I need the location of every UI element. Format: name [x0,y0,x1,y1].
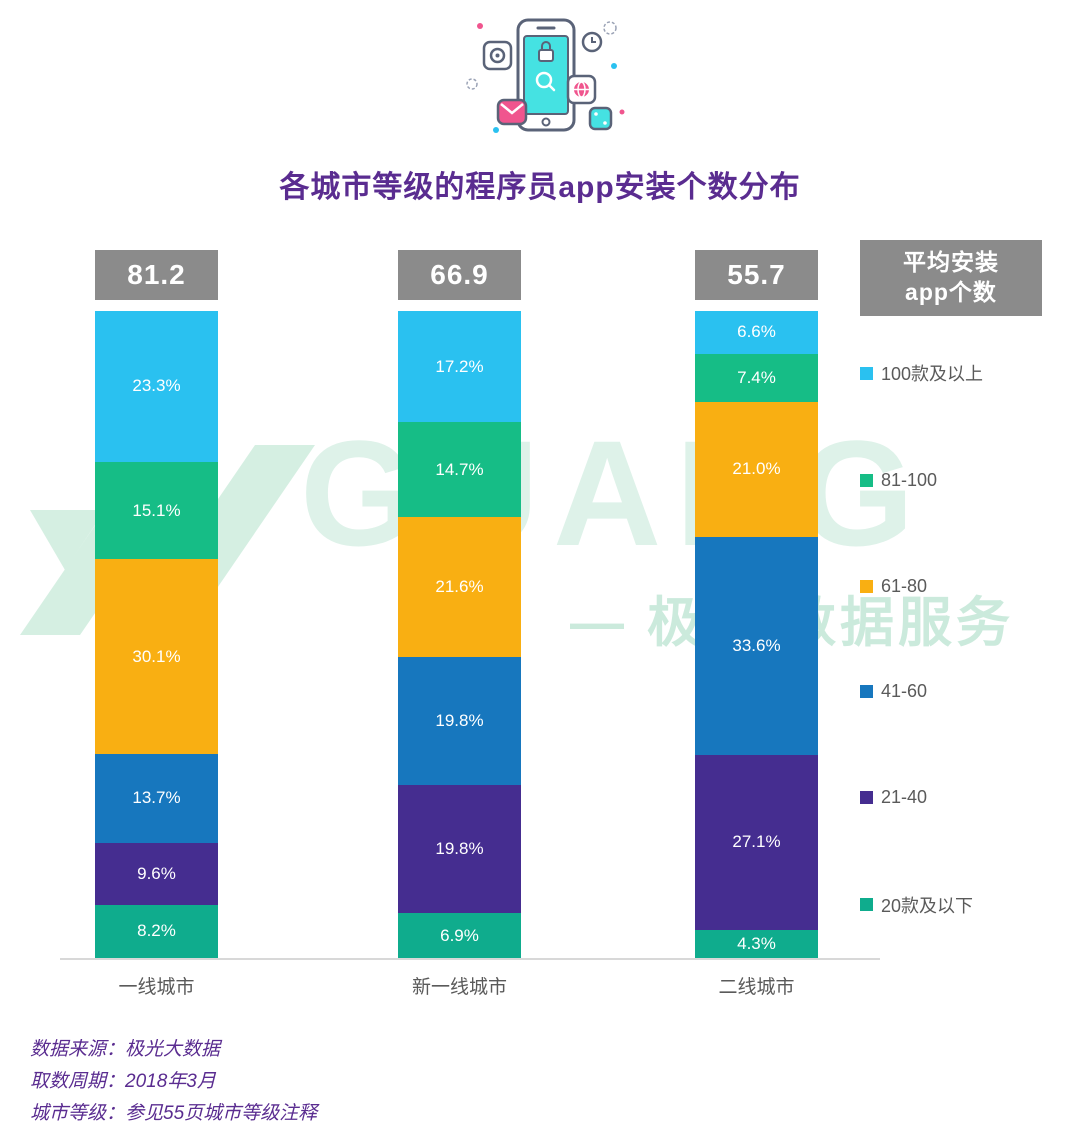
bar-segment-21-40: 19.8% [398,785,521,914]
bar-column-3: 55.7 6.6% 7.4% 21.0% 33.6% 27.1% 4.3% [695,250,818,958]
legend-swatch-icon [860,474,873,488]
legend-swatch-icon [860,898,873,912]
stacked-bar: 23.3% 15.1% 30.1% 13.7% 9.6% 8.2% [95,311,218,958]
legend-items: 100款及以上 81-100 61-80 41-60 21-40 20款及以下 [860,360,1070,918]
legend-item: 81-100 [860,470,1070,491]
footer-city-tier-note: 城市等级：参见55页城市等级注释 [30,1103,318,1124]
legend-item: 61-80 [860,576,1070,597]
bar-column-2: 66.9 17.2% 14.7% 21.6% 19.8% 19.8% 6.9% [398,250,521,958]
legend-label: 20款及以下 [881,895,974,916]
page-title: 各城市等级的程序员app安装个数分布 [279,171,801,204]
footer-data-source: 数据来源：极光大数据 [30,1039,221,1060]
legend-item: 41-60 [860,681,1070,702]
legend-label: 81-100 [881,470,938,491]
average-value-box: 81.2 [95,250,218,300]
legend: 平均安装 app个数 100款及以上 81-100 61-80 41-60 21-40 2… [860,240,1070,918]
footer-data-period: 取数周期：2018年3月 [30,1071,216,1092]
bar-segment-100款及以上: 17.2% [398,311,521,423]
average-value-box: 66.9 [398,250,521,300]
chart-area: 81.2 23.3% 15.1% 30.1% 13.7% 9.6% 8.2% 66.9 17.2… [60,250,880,1010]
legend-label: 41-60 [881,681,928,702]
bar-segment-61-80: 30.1% [95,559,218,755]
legend-label: 61-80 [881,575,928,596]
footer-notes: 数据来源：极光大数据 取数周期：2018年3月 城市等级：参见55页城市等级注释 [30,1034,317,1130]
bar-segment-81-100: 7.4% [695,353,818,402]
x-axis-labels: 一线城市 新一线城市 二线城市 [60,972,880,1002]
legend-label: 100款及以上 [881,364,984,384]
bar-segment-41-60: 19.8% [398,657,521,786]
legend-label: 21-40 [881,786,928,807]
bar-segment-100款及以上: 6.6% [695,311,818,354]
bar-segment-100款及以上: 23.3% [95,311,218,462]
x-axis-label: 新一线城市 [411,977,507,998]
x-axis-line [60,958,880,960]
bar-segment-20款及以下: 4.3% [695,930,818,958]
stacked-bar: 6.6% 7.4% 21.0% 33.6% 27.1% 4.3% [695,311,818,958]
stacked-bar: 17.2% 14.7% 21.6% 19.8% 19.8% 6.9% [398,311,521,958]
x-axis-label: 二线城市 [718,977,795,998]
bar-segment-41-60: 33.6% [695,537,818,755]
bar-segment-81-100: 14.7% [398,422,521,518]
legend-swatch-icon [860,790,873,804]
bars-area: 81.2 23.3% 15.1% 30.1% 13.7% 9.6% 8.2% 66.9 17.2… [60,250,880,1010]
bar-column-1: 81.2 23.3% 15.1% 30.1% 13.7% 9.6% 8.2% [95,250,218,958]
x-axis-label: 一线城市 [118,977,195,998]
legend-swatch-icon [860,366,873,380]
phone-apps-illustration-icon [440,14,640,147]
legend-item: 21-40 [860,787,1070,808]
legend-title-box: 平均安装 app个数 [860,240,1042,316]
legend-swatch-icon [860,685,873,699]
legend-item: 20款及以下 [860,892,1070,918]
bar-segment-41-60: 13.7% [95,754,218,843]
bar-segment-81-100: 15.1% [95,461,218,560]
legend-swatch-icon [860,579,873,593]
bar-segment-20款及以下: 6.9% [398,913,521,958]
legend-title-line1: 平均安装 [903,249,999,276]
bar-segment-20款及以下: 8.2% [95,904,218,958]
bar-segment-21-40: 27.1% [695,754,818,931]
legend-title-line2: app个数 [905,279,997,305]
legend-item: 100款及以上 [860,360,1070,386]
bar-segment-61-80: 21.6% [398,517,521,658]
bar-segment-21-40: 9.6% [95,842,218,905]
average-value-box: 55.7 [695,250,818,300]
bar-segment-61-80: 21.0% [695,401,818,538]
